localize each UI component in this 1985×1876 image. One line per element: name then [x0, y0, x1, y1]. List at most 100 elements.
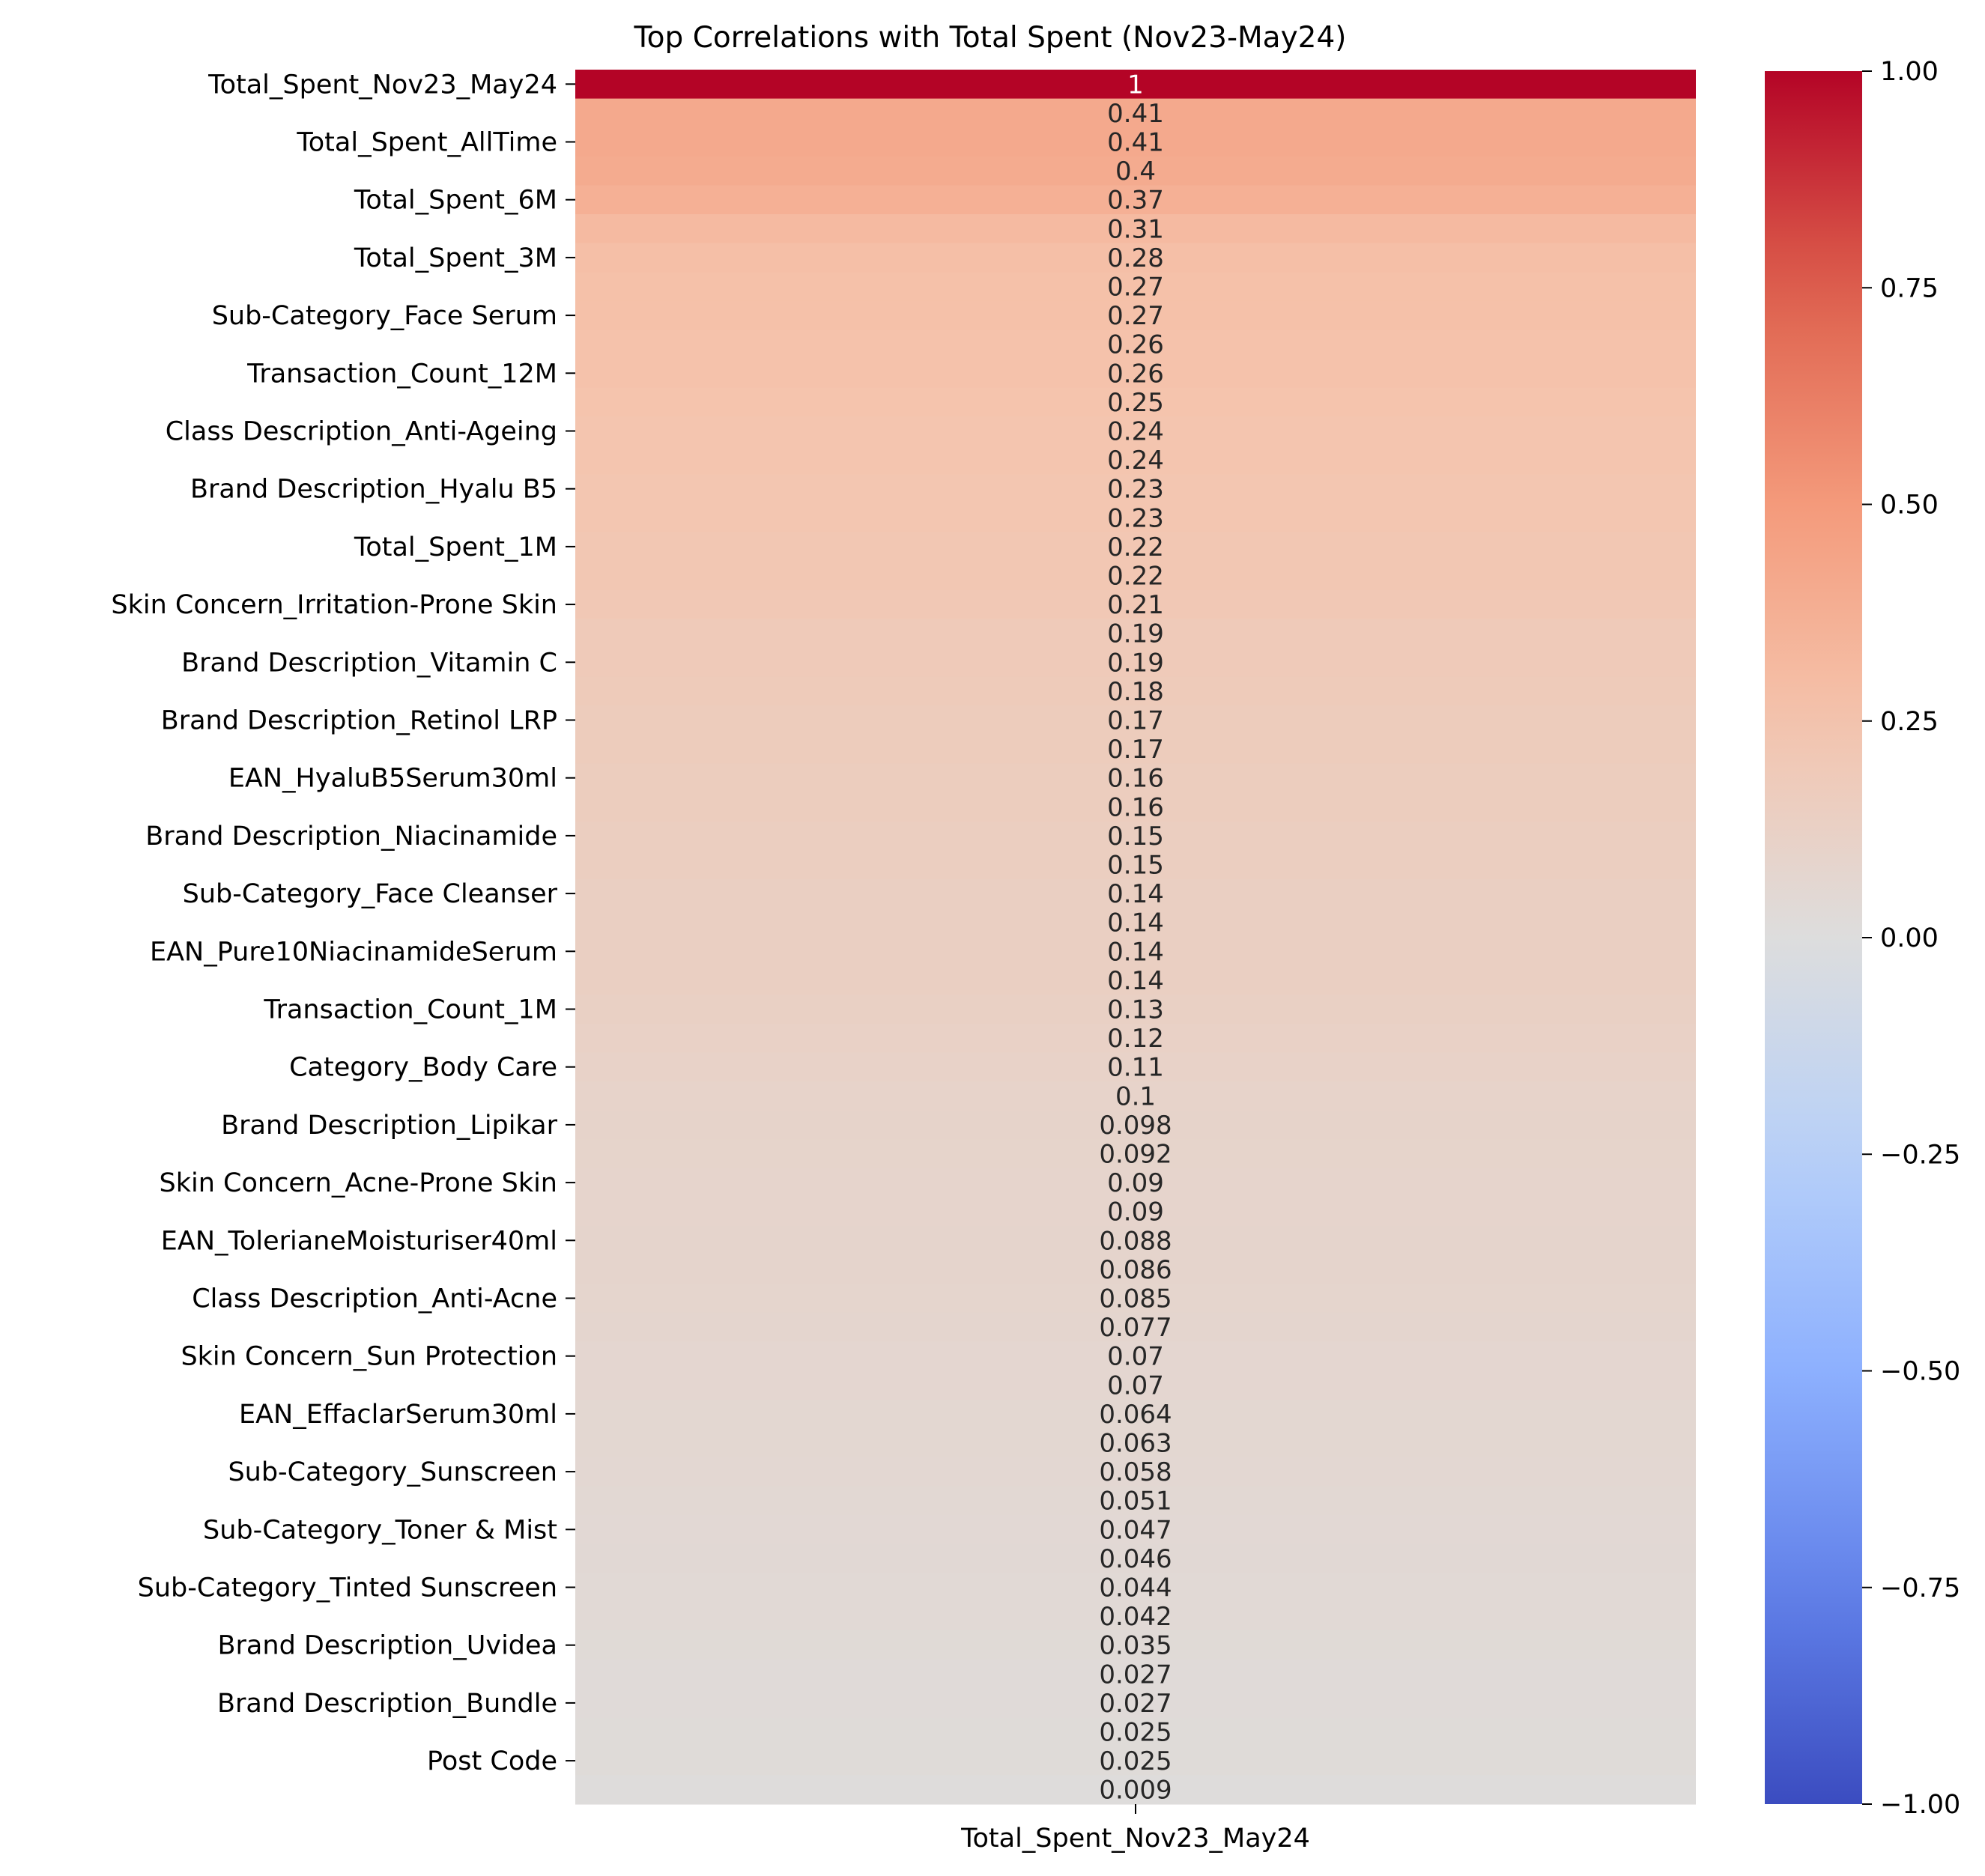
heatmap-cell	[575, 474, 1696, 504]
y-tick-label: Skin Concern_Irritation-Prone Skin	[111, 590, 557, 620]
heatmap-cell	[575, 1081, 1696, 1111]
cell-value-label: 0.14	[1107, 908, 1164, 938]
heatmap-cell	[575, 1486, 1696, 1516]
heatmap-cell	[575, 1573, 1696, 1603]
y-tick-label: Total_Spent_3M	[354, 243, 557, 273]
heatmap-cell	[575, 445, 1696, 475]
y-tick-label: Total_Spent_6M	[354, 186, 557, 216]
heatmap-cell	[575, 98, 1696, 128]
y-tick-label: EAN_TolerianeMoisturiser40ml	[161, 1226, 557, 1256]
heatmap-cell	[575, 619, 1696, 649]
heatmap-cell	[575, 416, 1696, 446]
heatmap-cell	[575, 589, 1696, 619]
cell-value-label: 0.19	[1107, 619, 1164, 649]
cell-value-label: 0.1	[1115, 1081, 1156, 1111]
cell-value-label: 0.25	[1107, 388, 1164, 418]
y-tick-label: Sub-Category_Tinted Sunscreen	[138, 1573, 557, 1603]
cell-value-label: 0.21	[1107, 590, 1164, 620]
heatmap-cell	[575, 1197, 1696, 1227]
cell-value-label: 0.24	[1107, 446, 1164, 476]
y-tick-label: Brand Description_Lipikar	[221, 1111, 557, 1141]
heatmap-cell	[575, 1312, 1696, 1342]
cell-value-label: 0.042	[1099, 1602, 1172, 1632]
y-tick-label: Brand Description_Hyalu B5	[190, 475, 557, 505]
cell-value-label: 0.24	[1107, 417, 1164, 447]
heatmap-cell	[575, 965, 1696, 995]
cell-value-label: 0.16	[1107, 792, 1164, 822]
y-tick-label: Brand Description_Vitamin C	[181, 648, 557, 678]
y-tick-label: Brand Description_Retinol LRP	[161, 706, 557, 736]
y-tick-label: EAN_HyaluB5Serum30ml	[228, 764, 557, 794]
cell-value-label: 0.009	[1099, 1776, 1172, 1806]
colorbar-tick-label: −0.50	[1880, 1357, 1960, 1387]
heatmap-cell	[575, 532, 1696, 562]
y-tick-label: Class Description_Anti-Acne	[192, 1284, 557, 1314]
heatmap-cell	[575, 214, 1696, 244]
heatmap-cell	[575, 127, 1696, 157]
heatmap-cell	[575, 243, 1696, 273]
cell-value-label: 0.027	[1099, 1689, 1172, 1719]
cell-value-label: 0.058	[1099, 1457, 1172, 1487]
y-tick-label: Skin Concern_Acne-Prone Skin	[160, 1168, 557, 1198]
cell-value-label: 0.07	[1107, 1370, 1164, 1400]
heatmap-cell	[575, 1630, 1696, 1660]
cell-value-label: 0.025	[1099, 1746, 1172, 1776]
heatmap-cell	[575, 387, 1696, 417]
heatmap-cell	[575, 156, 1696, 186]
y-tick-label: Brand Description_Bundle	[217, 1689, 557, 1719]
cell-value-label: 0.22	[1107, 532, 1164, 562]
heatmap-cell	[575, 70, 1696, 100]
heatmap-cell	[575, 878, 1696, 908]
colorbar-tick-label: 0.50	[1880, 491, 1939, 520]
heatmap-cell	[575, 1717, 1696, 1747]
cell-value-label: 0.23	[1107, 475, 1164, 505]
heatmap-cell	[575, 1168, 1696, 1197]
y-tick-label: Class Description_Anti-Ageing	[166, 417, 557, 447]
cell-value-label: 0.051	[1099, 1487, 1172, 1517]
heatmap-cell	[575, 763, 1696, 793]
heatmap-cell	[575, 272, 1696, 302]
cell-value-label: 0.19	[1107, 648, 1164, 678]
heatmap-cell	[575, 734, 1696, 764]
cell-value-label: 0.23	[1107, 503, 1164, 533]
y-tick-label: EAN_Pure10NiacinamideSerum	[150, 937, 557, 967]
heatmap-cell	[575, 1052, 1696, 1082]
heatmap-cell	[575, 1428, 1696, 1458]
cell-value-label: 0.086	[1099, 1255, 1172, 1285]
heatmap-cell	[575, 648, 1696, 678]
cell-value-label: 0.098	[1099, 1111, 1172, 1141]
cell-value-label: 0.14	[1107, 966, 1164, 996]
heatmap-cell	[575, 1139, 1696, 1169]
cell-value-label: 0.077	[1099, 1313, 1172, 1343]
x-tick-label: Total_Spent_Nov23_May24	[960, 1824, 1310, 1854]
cell-value-label: 0.17	[1107, 706, 1164, 736]
heatmap-cell	[575, 792, 1696, 822]
cell-value-label: 0.18	[1107, 677, 1164, 707]
heatmap-cell	[575, 676, 1696, 706]
y-tick-label: Category_Body Care	[289, 1053, 557, 1083]
colorbar-tick-label: −1.00	[1880, 1790, 1960, 1820]
heatmap-cell	[575, 1284, 1696, 1314]
cell-value-label: 0.31	[1107, 214, 1164, 244]
cell-value-label: 0.088	[1099, 1226, 1172, 1256]
heatmap-cell	[575, 185, 1696, 215]
heatmap-cell	[575, 821, 1696, 851]
cell-value-label: 0.41	[1107, 128, 1164, 158]
colorbar-tick-label: 0.25	[1880, 707, 1939, 737]
heatmap-cell	[575, 1254, 1696, 1284]
y-tick-label: Brand Description_Uvidea	[218, 1631, 557, 1661]
cell-value-label: 0.13	[1107, 995, 1164, 1025]
heatmap-cell	[575, 995, 1696, 1024]
cell-value-label: 0.035	[1099, 1631, 1172, 1661]
heatmap-cell	[575, 1370, 1696, 1400]
cell-value-label: 1	[1127, 70, 1144, 100]
heatmap-cell	[575, 1746, 1696, 1776]
cell-value-label: 0.15	[1107, 822, 1164, 852]
cell-value-label: 0.27	[1107, 301, 1164, 331]
heatmap-cells	[575, 70, 1696, 1805]
heatmap-cell	[575, 1660, 1696, 1690]
heatmap-cell	[575, 1543, 1696, 1573]
y-tick-label: Brand Description_Niacinamide	[145, 822, 557, 852]
colorbar-tick-label: 0.00	[1880, 923, 1939, 953]
heatmap-cell	[575, 1457, 1696, 1487]
